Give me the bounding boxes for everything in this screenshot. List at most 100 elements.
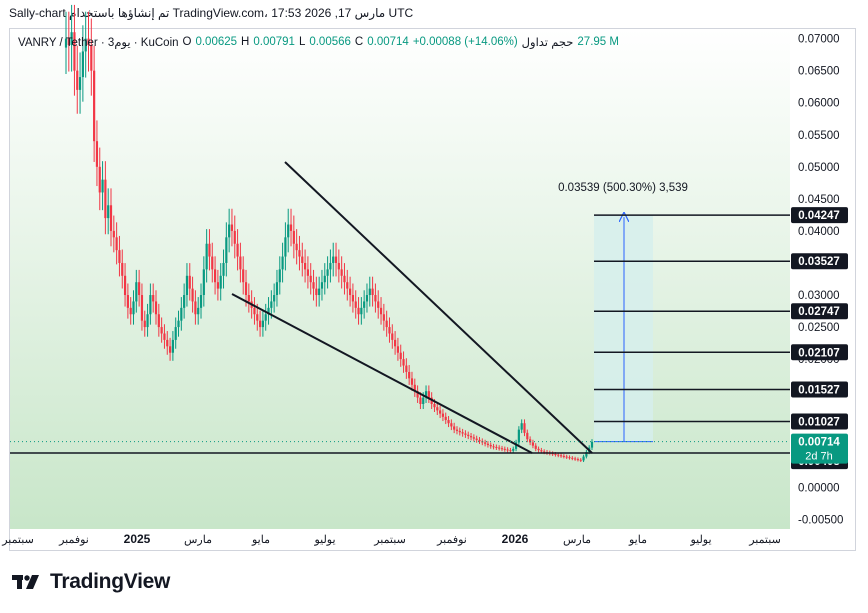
candle-body [138, 282, 141, 296]
candle-body [523, 423, 526, 433]
candle-body [354, 301, 357, 308]
candle-body [84, 38, 87, 52]
candle-body [357, 307, 360, 315]
candle-body [579, 459, 582, 461]
candle-body [140, 295, 144, 321]
candle-body [520, 423, 523, 430]
candle-body [590, 441, 594, 448]
x-tick-label: 2025 [124, 532, 151, 546]
candle-body [551, 453, 554, 455]
candle-body [472, 437, 475, 439]
y-tick-label: 0.06500 [798, 66, 840, 78]
candle-body [371, 288, 374, 296]
candle-body [115, 237, 118, 251]
candle-body [526, 432, 529, 440]
candle-body [334, 256, 338, 263]
candle-body [244, 282, 248, 296]
candle-body [78, 77, 82, 90]
candle-body [216, 282, 219, 289]
x-tick-label: يوليو [689, 534, 711, 546]
candle-body [87, 38, 90, 46]
y-tick-label: 0.07000 [798, 34, 840, 46]
x-tick-label: نوفمبر [436, 534, 467, 546]
candle-body [394, 339, 397, 347]
candle-body [585, 452, 588, 457]
candle-body [228, 224, 231, 238]
candle-body [146, 314, 149, 328]
candle-body [168, 346, 172, 353]
x-tick-label: سبتمبر [373, 534, 406, 546]
candle-body [492, 446, 495, 448]
candle-body [464, 433, 467, 435]
candle-body [289, 224, 293, 231]
x-tick-label: يوليو [313, 534, 335, 546]
x-tick-label: سبتمبر [748, 534, 781, 546]
x-tick-label: 2026 [502, 532, 529, 546]
candle-body [424, 391, 428, 398]
candle-body [239, 256, 242, 270]
candle-body [298, 250, 301, 257]
overlays-layer: 0.03539 (500.30%) 3,539 [10, 161, 790, 454]
candle-body [197, 307, 200, 315]
candle-body [258, 320, 262, 328]
candle-body [149, 295, 152, 315]
x-tick-label: مارس [184, 534, 212, 546]
candle-body [405, 365, 408, 372]
candle-body [360, 307, 363, 315]
candle-body [284, 237, 287, 257]
candle-body [571, 457, 574, 459]
candle-body [174, 327, 177, 340]
price-level-label: 0.03527 [798, 256, 840, 268]
candle-body [396, 346, 400, 353]
candle-body [329, 262, 332, 270]
candle-body [455, 429, 459, 431]
candle-body [118, 250, 121, 263]
candles-layer [64, 4, 594, 463]
candle-body [112, 230, 115, 238]
candle-body [90, 45, 93, 71]
candle-body [340, 269, 343, 276]
candle-body [185, 275, 189, 296]
candle-body [104, 179, 107, 219]
price-level-label: 0.01527 [798, 384, 840, 396]
candle-body [157, 314, 160, 328]
candle-body [422, 397, 425, 404]
candle-body [98, 166, 101, 193]
y-tick-label: -0.00500 [798, 514, 843, 526]
y-tick-label: 0.06000 [798, 98, 840, 110]
candle-body [554, 454, 557, 455]
candle-body [517, 429, 520, 443]
candle-body [81, 51, 84, 78]
candle-body [213, 269, 217, 283]
candle-body [154, 301, 158, 315]
candle-body [211, 256, 214, 270]
legend-low-label: L [298, 36, 306, 48]
y-tick-label: 0.00000 [798, 482, 840, 494]
candle-body [368, 288, 371, 296]
candle-body [565, 456, 568, 458]
candle-body [199, 295, 203, 308]
footer: TradingView [12, 570, 170, 594]
candle-body [332, 256, 335, 263]
candle-body [363, 301, 366, 308]
candle-body [264, 314, 267, 321]
candle-body [287, 224, 290, 238]
candle-body [208, 243, 211, 257]
candle-body [337, 262, 340, 270]
candle-body [413, 384, 416, 392]
candle-body [427, 391, 430, 398]
candle-body [444, 416, 447, 421]
candle-body [107, 205, 110, 219]
legend-low: 0.00566 [309, 36, 351, 48]
candle-body [568, 457, 571, 459]
candle-body [484, 442, 487, 444]
candle-body [441, 413, 445, 417]
candle-body [447, 420, 450, 424]
candle-body [64, 38, 68, 48]
candle-body [450, 423, 453, 427]
candle-body [453, 426, 456, 430]
candle-body [320, 282, 324, 289]
candle-body [93, 70, 96, 142]
candle-body [123, 275, 127, 296]
